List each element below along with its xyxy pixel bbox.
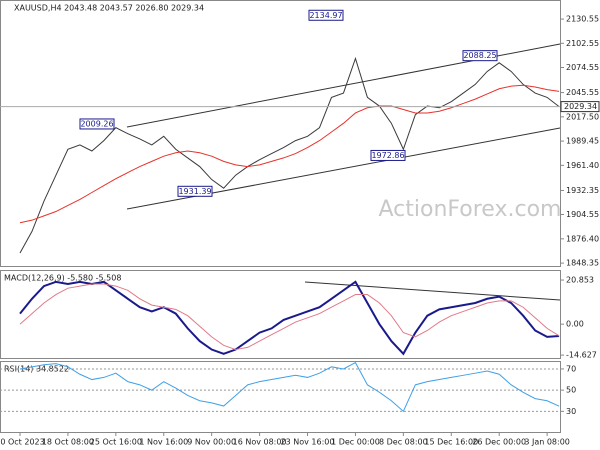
x-tick-label: 26 Dec 00:00 xyxy=(472,438,526,447)
x-tick-label: 10 Oct 2023 xyxy=(0,438,45,447)
price-panel xyxy=(0,0,561,267)
y-tick-label: 1904.55 xyxy=(566,210,599,219)
x-tick-label: 8 Dec 08:00 xyxy=(379,438,428,447)
y-tick-label: 2074.55 xyxy=(566,63,599,72)
y-tick-label: 30 xyxy=(566,407,576,416)
x-tick-label: 23 Nov 16:00 xyxy=(281,438,335,447)
y-tick-label: 1989.45 xyxy=(566,137,599,146)
y-tick-label: 20.853 xyxy=(566,276,594,285)
y-tick-label: 2045.55 xyxy=(566,88,599,97)
x-tick-label: 15 Dec 16:00 xyxy=(424,438,478,447)
annotation-box xyxy=(177,185,213,197)
y-tick-label: 2130.55 xyxy=(566,15,599,24)
series-line xyxy=(19,283,560,351)
series-line xyxy=(19,361,560,413)
y-tick-label: 1961.40 xyxy=(566,161,599,170)
annotation-box xyxy=(462,50,498,62)
annotation: 1972.86 xyxy=(371,151,404,160)
x-tick-label: 9 Nov 00:00 xyxy=(187,438,236,447)
rsi-panel xyxy=(0,361,561,433)
annotation: 2088.25 xyxy=(463,51,496,60)
x-tick-label: 1 Dec 00:00 xyxy=(331,438,380,447)
x-tick-label: 16 Nov 08:00 xyxy=(233,438,287,447)
annotation-box xyxy=(308,9,344,21)
annotation: 2134.97 xyxy=(309,11,342,20)
macd-trendline xyxy=(304,281,561,301)
last-price-box xyxy=(560,101,600,113)
last-price-label: 2029.34 xyxy=(564,102,597,111)
y-tick-label: 70 xyxy=(566,364,576,373)
x-tick-label: 18 Oct 08:00 xyxy=(42,438,94,447)
x-tick-label: 1 Nov 16:00 xyxy=(139,438,188,447)
y-tick-label: 1848.35 xyxy=(566,259,599,268)
x-tick-label: 25 Oct 16:00 xyxy=(90,438,142,447)
x-tick-label: 3 Jan 08:00 xyxy=(524,438,570,447)
chart-title: XAUUSD,H4 2043.48 2043.57 2026.80 2029.3… xyxy=(14,4,204,13)
watermark: ActionForex.com xyxy=(379,197,562,222)
y-tick-label: 1876.40 xyxy=(566,234,599,243)
macd-panel xyxy=(0,270,561,359)
y-tick-label: 50 xyxy=(566,386,576,395)
annotation: 2009.26 xyxy=(80,119,113,128)
series-line xyxy=(19,280,560,356)
series-line xyxy=(19,84,560,224)
y-tick-label: 0.00 xyxy=(566,320,584,329)
y-tick-label: 2017.50 xyxy=(566,112,599,121)
y-tick-label: 1932.35 xyxy=(566,186,599,195)
annotation-box xyxy=(79,118,115,130)
annotation: 1931.39 xyxy=(178,187,211,196)
y-tick-label: 2102.55 xyxy=(566,39,599,48)
y-tick-label: -14.627 xyxy=(566,351,597,360)
series-line xyxy=(19,56,560,254)
macd-title: MACD(12,26,9) -5.580 -5.508 xyxy=(4,274,121,283)
annotation-box xyxy=(370,149,406,161)
